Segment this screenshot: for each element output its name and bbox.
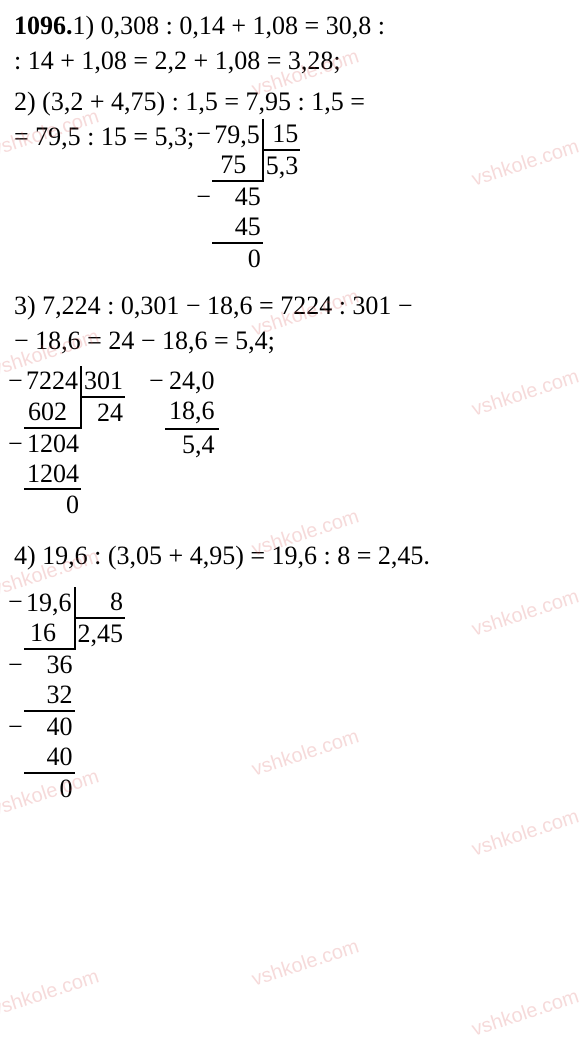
ld3-divisor: 301 <box>81 366 125 397</box>
sub3-a: 24,0 <box>165 366 219 396</box>
ld4-r1: 36 <box>24 650 75 680</box>
part2-line2: = 79,5 : 15 = 5,3; <box>14 119 194 154</box>
sub3-b: 18,6 <box>165 396 219 426</box>
ld3-s1-v: 602 <box>28 397 67 426</box>
longdiv-part2: 79,5 15 75 5,3 45 45 0 <box>212 119 300 273</box>
p1-text1: 1) 0,308 : 0,14 + 1,08 = 30,8 : <box>73 11 385 40</box>
ld2-r2: 0 <box>212 244 263 274</box>
ld3-r2: 0 <box>24 490 81 520</box>
ld2-dividend: 79,5 <box>212 119 263 150</box>
ld2-s1: 75 <box>212 150 263 181</box>
part3-line2: − 18,6 = 24 − 18,6 = 5,4; <box>14 323 569 358</box>
subtraction-part3: 24,0 18,6 5,4 <box>165 366 219 460</box>
part4-line1: 4) 19,6 : (3,05 + 4,95) = 19,6 : 8 = 2,4… <box>14 538 569 573</box>
watermark: vshkole.com <box>469 983 583 1043</box>
ld4-divisor: 8 <box>75 587 126 618</box>
ld4-dividend: 19,6 <box>24 587 75 618</box>
ld4-s3: 40 <box>24 742 75 773</box>
watermark: vshkole.com <box>0 963 103 1023</box>
ld3-r1: 1204 <box>24 429 81 459</box>
ld4-quotient: 2,45 <box>75 618 126 649</box>
ld4-r3: 0 <box>24 774 75 804</box>
watermark: vshkole.com <box>469 803 583 863</box>
watermark: vshkole.com <box>249 933 363 993</box>
ld3-quotient: 24 <box>81 397 125 428</box>
part1-line1: 1096.1) 0,308 : 0,14 + 1,08 = 30,8 : <box>14 8 569 43</box>
part1-line2: : 14 + 1,08 = 2,2 + 1,08 = 3,28; <box>14 43 569 78</box>
ld2-divisor: 15 <box>263 119 301 150</box>
ld4-r2: 40 <box>24 712 75 742</box>
ld3-dividend: 7224 <box>24 366 81 397</box>
ld2-quotient: 5,3 <box>263 150 301 181</box>
ld3-s2: 1204 <box>24 459 81 490</box>
part3-work-row: 7224 301 602 24 1204 1204 0 24,0 18,6 5,… <box>14 366 569 520</box>
ld4-s2: 32 <box>24 680 75 711</box>
ld2-r1: 45 <box>212 182 263 212</box>
ld2-s1-v: 75 <box>220 150 246 179</box>
longdiv-part4: 19,6 8 16 2,45 36 32 40 40 0 <box>14 587 125 803</box>
problem-number: 1096. <box>14 11 73 40</box>
ld4-s1: 16 <box>24 618 75 649</box>
part3-line1: 3) 7,224 : 0,301 − 18,6 = 7224 : 301 − <box>14 288 569 323</box>
ld2-s2: 45 <box>212 212 263 243</box>
math-solution-page: 1096.1) 0,308 : 0,14 + 1,08 = 30,8 : : 1… <box>0 0 583 804</box>
longdiv-part3: 7224 301 602 24 1204 1204 0 <box>24 366 125 520</box>
part2-row: = 79,5 : 15 = 5,3; 79,5 15 75 5,3 45 45 … <box>14 119 569 273</box>
ld4-s1-v: 16 <box>30 618 56 647</box>
ld3-s1: 602 <box>24 397 81 428</box>
part2-line1: 2) (3,2 + 4,75) : 1,5 = 7,95 : 1,5 = <box>14 84 569 119</box>
sub3-res: 5,4 <box>165 428 219 460</box>
